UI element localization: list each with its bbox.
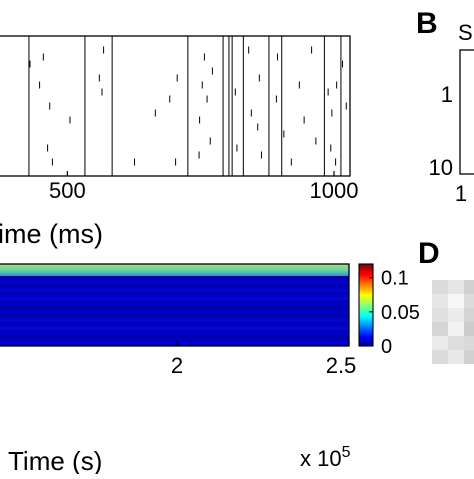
heatmap-row [0,294,349,298]
panel-b-ytick-top: 1 [441,82,453,107]
heatmap-row [0,332,349,336]
heatmap-row [0,313,349,317]
panel-b: B S 1 10 1 [416,7,474,206]
heatmap-x-ticks: 2 2.5 [171,341,356,378]
matrix-cell [448,308,464,322]
panel-d: D [418,237,474,364]
heatmap-row [0,305,349,309]
matrix-cell [464,322,474,336]
heatmap-row [0,300,349,304]
colorbar-ticks: 0 0.05 0.1 [369,268,420,358]
matrix-cell [464,294,474,308]
heatmap-xlabel: Time (s) [8,446,102,474]
raster-xlabel: ime (ms) [0,219,103,249]
heatmap-row [0,319,349,323]
colorbar-tick-label: 0.05 [381,302,420,324]
heatmap-top-band [0,264,349,276]
heatmap-x-multiplier-base: x 10 [300,446,342,471]
heatmap-row [0,276,349,279]
heatmap-row [0,297,349,301]
heatmap-row [0,324,349,328]
matrix-cell [448,322,464,336]
matrix-cell [432,280,448,294]
heatmap-x-tick-label: 2 [171,353,183,378]
panel-b-label: B [416,7,438,40]
heatmap-x-multiplier-exponent: 5 [342,444,351,461]
colorbar-tick-label: 0 [381,336,392,358]
heatmap-row [0,292,349,296]
matrix-cell [448,294,464,308]
panel-b-xtick-left: 1 [455,181,467,206]
colorbar-tick-label: 0.1 [381,268,409,290]
heatmap-row [0,343,349,346]
panel-b-ytick-bottom: 10 [429,155,453,180]
matrix-cell [432,294,448,308]
heatmap-row [0,329,349,333]
panel-d-matrix [432,280,474,364]
matrix-cell [464,336,474,350]
raster-x-tick-label: 500 [49,178,86,203]
colorbar [358,263,374,347]
heatmap-row [0,335,349,339]
matrix-cell [464,350,474,364]
raster-plot: 500 1000 ime (ms) [0,35,359,249]
heatmap-plot: 2 2.5 Time (s) x 105 00.050.1 [0,263,420,476]
panel-d-label: D [418,237,440,270]
heatmap-row [0,321,349,325]
raster-x-tick-label: 1000 [310,178,359,203]
raster-events [28,36,347,176]
heatmap-row [0,281,349,285]
heatmap-row [0,311,349,314]
matrix-cell [432,350,448,364]
heatmap-row [0,337,349,341]
matrix-cell [464,308,474,322]
heatmap-row [0,278,349,282]
heatmap-rows [0,276,349,346]
matrix-cell [464,280,474,294]
heatmap-row [0,302,349,306]
matrix-cell [448,280,464,294]
matrix-cell [432,308,448,322]
raster-x-ticks: 500 1000 [49,171,359,203]
heatmap-row [0,340,349,344]
heatmap-x-multiplier: x 105 [300,444,351,471]
heatmap-row [0,289,349,293]
matrix-cell [432,336,448,350]
panel-b-partial-text: S [458,20,473,45]
heatmap-row [0,286,349,290]
panel-b-axes-box [459,49,474,175]
heatmap-row [0,316,349,320]
heatmap-row [0,308,349,312]
raster-axes-box [0,35,351,177]
matrix-cell [432,322,448,336]
heatmap-row [0,284,349,288]
matrix-cell [448,350,464,364]
heatmap-x-tick-label: 2.5 [326,353,357,378]
matrix-cell [448,336,464,350]
heatmap-axes-box [0,263,350,347]
heatmap-row [0,327,349,331]
